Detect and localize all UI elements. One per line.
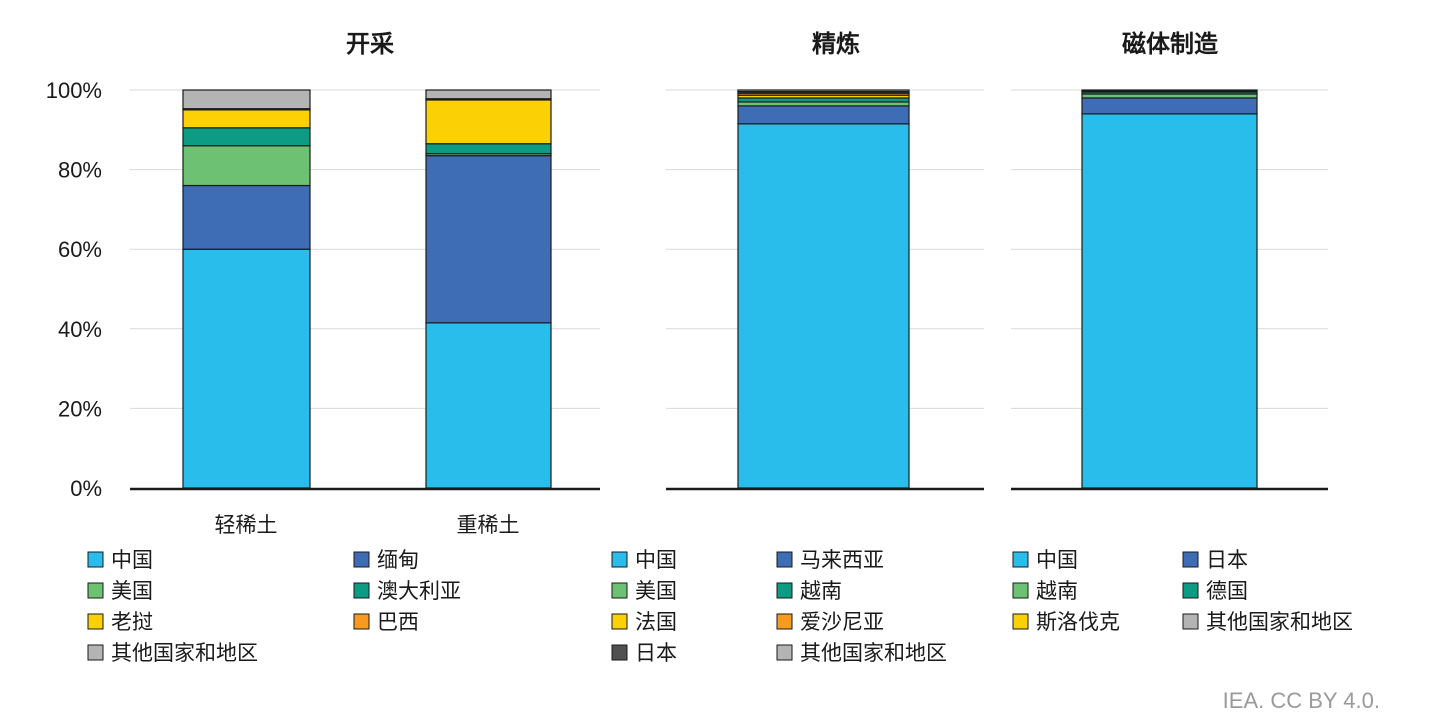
bar-segment <box>1081 113 1258 489</box>
bar-segment <box>425 89 552 100</box>
category-label: 轻稀土 <box>215 513 278 537</box>
legend-swatch <box>611 644 628 661</box>
bar-segment <box>182 248 311 489</box>
legend-swatch <box>776 551 793 568</box>
legend-label: 法国 <box>635 610 677 634</box>
legend-swatch <box>353 551 370 568</box>
bar-segment <box>182 109 311 129</box>
legend-swatch <box>776 613 793 630</box>
legend-swatch <box>353 613 370 630</box>
bar-segment <box>737 105 910 125</box>
bar-segment <box>425 99 552 145</box>
legend-swatch <box>1182 613 1199 630</box>
legend-label: 老挝 <box>111 610 153 634</box>
legend-label: 中国 <box>111 548 153 572</box>
legend-swatch <box>87 644 104 661</box>
y-tick-label: 20% <box>58 396 102 421</box>
legend-swatch <box>87 613 104 630</box>
legend-label: 其他国家和地区 <box>111 641 258 665</box>
legend-swatch <box>776 582 793 599</box>
legend-swatch <box>1012 613 1029 630</box>
legend-label: 中国 <box>1036 548 1078 572</box>
legend-label: 美国 <box>635 579 677 603</box>
legend-label: 中国 <box>635 548 677 572</box>
bar-segment <box>425 155 552 324</box>
legend-swatch <box>611 582 628 599</box>
bar-segment <box>1081 97 1258 115</box>
panel-title: 磁体制造 <box>1122 30 1218 58</box>
y-tick-label: 0% <box>70 476 102 501</box>
legend-swatch <box>1012 551 1029 568</box>
legend-label: 斯洛伐克 <box>1036 610 1120 634</box>
bar-segment <box>182 89 311 110</box>
legend-swatch <box>87 551 104 568</box>
legend-label: 马来西亚 <box>800 548 884 572</box>
bar-segment <box>182 127 311 147</box>
category-label: 重稀土 <box>457 513 520 537</box>
legend-label: 其他国家和地区 <box>800 641 947 665</box>
legend-swatch <box>1182 582 1199 599</box>
legend-label: 越南 <box>800 579 842 603</box>
legend-label: 德国 <box>1206 579 1248 603</box>
y-tick-label: 60% <box>58 237 102 262</box>
legend-label: 其他国家和地区 <box>1206 610 1353 634</box>
y-tick-label: 80% <box>58 158 102 183</box>
legend-label: 美国 <box>111 579 153 603</box>
legend-label: 澳大利亚 <box>377 579 461 603</box>
legend-swatch <box>611 551 628 568</box>
legend-label: 日本 <box>1206 548 1248 572</box>
legend-swatch <box>776 644 793 661</box>
legend-swatch <box>87 582 104 599</box>
legend-label: 越南 <box>1036 579 1078 603</box>
bar-segment <box>182 145 311 187</box>
legend-label: 日本 <box>635 641 677 665</box>
panel-title: 开采 <box>346 30 394 58</box>
bar-segment <box>425 143 552 155</box>
y-tick-label: 100% <box>46 78 102 103</box>
legend-swatch <box>1012 582 1029 599</box>
legend-swatch <box>353 582 370 599</box>
legend-label: 爱沙尼亚 <box>800 610 884 634</box>
y-tick-label: 40% <box>58 317 102 342</box>
bar-segment <box>737 89 910 93</box>
bar-segment <box>1081 89 1258 92</box>
legend-label: 缅甸 <box>377 548 419 572</box>
credit-text: IEA. CC BY 4.0. <box>1223 688 1380 713</box>
bar-segment <box>737 123 910 489</box>
legend-label: 巴西 <box>377 610 419 634</box>
legend-swatch <box>1182 551 1199 568</box>
bar-segment <box>425 322 552 489</box>
panel-title: 精炼 <box>812 30 860 58</box>
bar-segment <box>182 184 311 250</box>
legend-swatch <box>611 613 628 630</box>
